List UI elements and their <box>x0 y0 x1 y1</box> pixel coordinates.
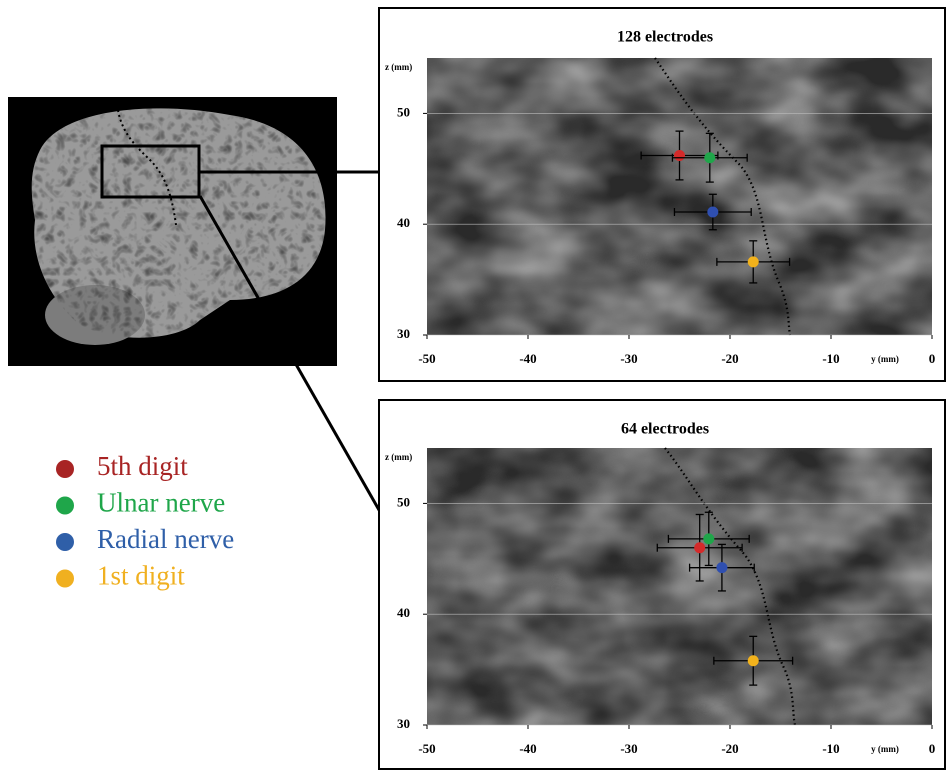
y-axis-label: z (mm) <box>385 452 412 462</box>
chart-title: 128 electrodes <box>617 29 713 46</box>
x-tick-label: -50 <box>418 741 435 756</box>
x-tick-label: 0 <box>929 351 936 366</box>
point <box>707 206 719 218</box>
x-tick-label: -30 <box>620 741 637 756</box>
legend-label: Radial nerve <box>97 524 234 554</box>
point <box>716 562 728 574</box>
legend-label: Ulnar nerve <box>97 488 225 518</box>
arrows <box>198 172 404 538</box>
x-tick-label: -20 <box>721 351 738 366</box>
x-tick-label: -30 <box>620 351 637 366</box>
y-tick-label: 40 <box>397 215 410 230</box>
x-axis-label: y (mm) <box>871 744 899 754</box>
point <box>704 152 716 164</box>
legend-label: 5th digit <box>97 451 188 481</box>
chart-panel: 64 electrodes z (mm) y (mm) 30 40 50 -50 -40 -30… <box>378 399 946 770</box>
central-sulcus <box>664 447 797 726</box>
x-tick-label: -20 <box>721 741 738 756</box>
y-tick-label: 50 <box>397 104 410 119</box>
x-tick-label: -10 <box>822 741 839 756</box>
point <box>694 542 706 554</box>
legend-label: 1st digit <box>97 561 185 591</box>
chart-title: 64 electrodes <box>621 421 709 438</box>
y-tick-label: 30 <box>397 326 410 341</box>
point <box>747 256 759 268</box>
legend-marker <box>56 533 74 551</box>
x-tick-label: -40 <box>519 351 536 366</box>
central-sulcus <box>654 57 792 336</box>
y-tick-label: 40 <box>397 605 410 620</box>
brain-image <box>8 97 337 366</box>
y-tick-label: 30 <box>397 716 410 731</box>
legend: 5th digit Ulnar nerve Radial nerve 1st digi… <box>56 451 234 591</box>
legend-marker <box>56 569 74 588</box>
x-axis-label: y (mm) <box>871 354 899 364</box>
x-tick-label: 0 <box>929 741 936 756</box>
x-tick-label: -40 <box>519 741 536 756</box>
chart-panel: 128 electrodes z (mm) y (mm) 30 40 50 -50 -40 -3… <box>378 7 946 382</box>
point <box>747 655 759 667</box>
y-axis-label: z (mm) <box>385 62 412 72</box>
x-tick-label: -10 <box>822 351 839 366</box>
plot-texture <box>427 448 932 725</box>
y-tick-label: 50 <box>397 494 410 509</box>
point <box>674 150 685 162</box>
legend-marker <box>56 460 74 478</box>
plot-texture <box>427 58 932 335</box>
point <box>703 533 715 545</box>
x-tick-label: -50 <box>418 351 435 366</box>
legend-marker <box>56 496 74 515</box>
